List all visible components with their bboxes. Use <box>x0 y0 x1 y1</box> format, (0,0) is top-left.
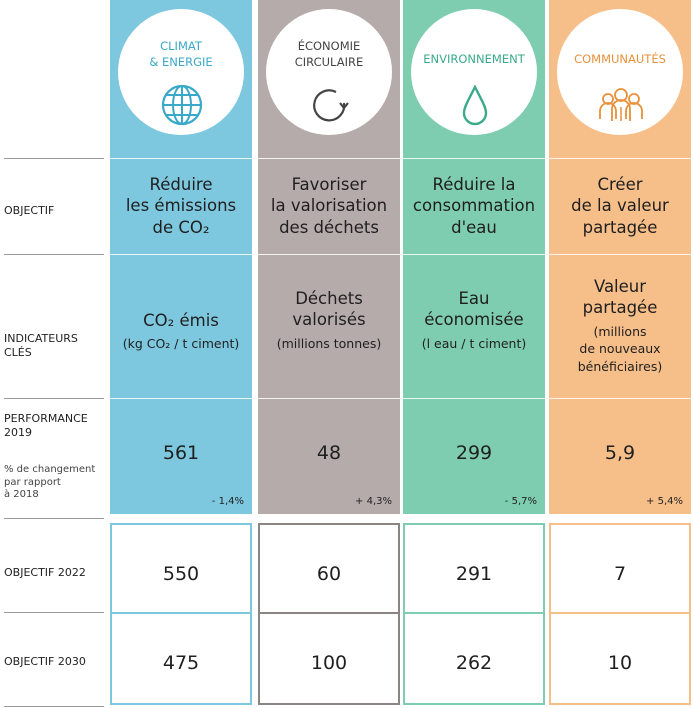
header-circle: ÉCONOMIE CIRCULAIRE <box>266 9 392 135</box>
performance-value: 561 <box>162 442 200 464</box>
row-divider <box>4 254 104 255</box>
column-header-cap: CLIMAT & ENERGIE <box>110 3 252 153</box>
pillar-title: ÉCONOMIE CIRCULAIRE <box>294 39 364 69</box>
targets-divider <box>551 612 689 614</box>
cell-divider <box>403 254 545 255</box>
target-2030-value: 10 <box>607 652 633 674</box>
cell-divider <box>549 158 691 159</box>
targets-box: 291 262 <box>403 523 545 705</box>
indicator-text: Valeur partagée (millions de nouveaux bénéfi… <box>577 277 663 374</box>
row-divider <box>4 518 104 519</box>
row-label-objectif: OBJECTIF <box>4 204 55 217</box>
column-header-cap: ÉCONOMIE CIRCULAIRE <box>258 3 400 153</box>
target-2022-value: 550 <box>162 563 200 585</box>
cell-divider <box>258 158 400 159</box>
targets-divider <box>405 612 543 614</box>
column-header-cap: ENVIRONNEMENT <box>403 3 545 153</box>
objectif-text: Réduire la consommation d'eau <box>412 175 536 237</box>
circular-arrow-icon <box>313 89 349 122</box>
row-label-objectif-2022: OBJECTIF 2022 <box>4 566 86 579</box>
water-drop-icon <box>462 84 488 126</box>
performance-value: 299 <box>455 442 493 464</box>
pillar-title: CLIMAT & ENERGIE <box>149 39 213 69</box>
targets-box: 7 10 <box>549 523 691 705</box>
change-percent: - 1,4% <box>211 496 244 507</box>
targets-divider <box>112 612 250 614</box>
column-header-cap: COMMUNAUTÉS <box>549 3 691 153</box>
cell-divider <box>110 398 252 399</box>
pillar-title: ENVIRONNEMENT <box>423 52 525 66</box>
target-2030-value: 475 <box>162 652 200 674</box>
indicator-text: CO₂ émis (kg CO₂ / t ciment) <box>122 311 240 352</box>
cell-divider <box>110 254 252 255</box>
target-2030-value: 100 <box>310 652 348 674</box>
change-percent: + 4,3% <box>355 496 392 507</box>
row-divider <box>4 158 104 159</box>
cell-divider <box>549 254 691 255</box>
cell-divider <box>549 398 691 399</box>
targets-box: 550 475 <box>110 523 252 705</box>
target-2022-value: 291 <box>455 563 493 585</box>
indicator-text: Déchets valorisés (millions tonnes) <box>276 289 382 351</box>
cell-divider <box>403 398 545 399</box>
row-label-performance: PERFORMANCE 2019 <box>4 412 88 439</box>
change-percent: + 5,4% <box>646 496 683 507</box>
objectif-text: Réduire les émissions de CO₂ <box>125 175 237 237</box>
header-circle: CLIMAT & ENERGIE <box>118 9 244 135</box>
row-divider <box>4 398 104 399</box>
people-icon <box>599 88 643 121</box>
cell-divider <box>258 398 400 399</box>
targets-box: 60 100 <box>258 523 400 705</box>
performance-value: 5,9 <box>604 442 636 464</box>
row-divider <box>4 612 104 613</box>
objectif-text: Créer de la valeur partagée <box>571 175 669 237</box>
targets-divider <box>260 612 398 614</box>
cell-divider <box>258 254 400 255</box>
globe-icon <box>161 84 203 126</box>
row-divider <box>4 706 104 707</box>
target-2030-value: 262 <box>455 652 493 674</box>
indicator-text: Eau économisée (l eau / t ciment) <box>421 289 527 351</box>
row-label-objectif-2030: OBJECTIF 2030 <box>4 655 86 668</box>
target-2022-value: 60 <box>316 563 342 585</box>
performance-note: % de changement par rapport à 2018 <box>4 464 96 500</box>
performance-value: 48 <box>316 442 342 464</box>
target-2022-value: 7 <box>613 563 627 585</box>
header-circle: COMMUNAUTÉS <box>557 9 683 135</box>
objectif-text: Favoriser la valorisation des déchets <box>270 175 388 237</box>
header-circle: ENVIRONNEMENT <box>411 9 537 135</box>
cell-divider <box>403 158 545 159</box>
pillar-title: COMMUNAUTÉS <box>574 52 666 66</box>
change-percent: - 5,7% <box>504 496 537 507</box>
row-label-indicateurs: INDICATEURS CLÉS <box>4 332 78 359</box>
cell-divider <box>110 158 252 159</box>
